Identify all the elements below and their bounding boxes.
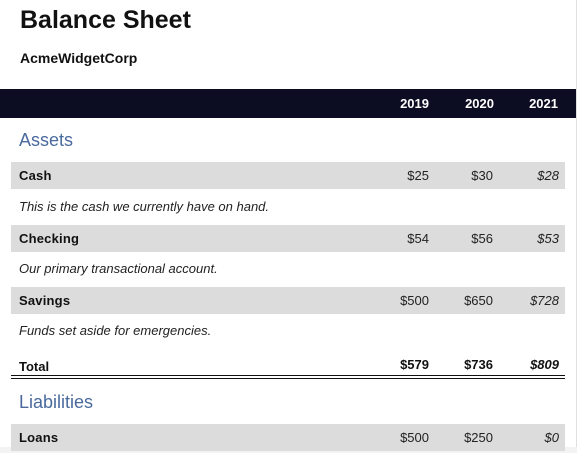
document-title: Balance Sheet [20, 6, 191, 34]
value-2021: $28 [537, 168, 559, 183]
year-header-2021: 2021 [529, 96, 558, 111]
value-2019: $500 [400, 293, 429, 308]
row-label: Loans [19, 430, 59, 445]
table-row-cash: Cash $25 $30 $28 [11, 162, 565, 189]
value-2020: $30 [471, 168, 493, 183]
total-2020: $736 [464, 357, 493, 372]
total-underline [11, 375, 565, 376]
value-2021: $728 [530, 293, 559, 308]
section-title-liabilities: Liabilities [19, 392, 94, 412]
total-row-assets: Total $579 $736 $809 [11, 352, 565, 379]
total-label: Total [19, 359, 50, 374]
row-note-cash: This is the cash we currently have on ha… [19, 199, 270, 214]
total-double-underline [11, 378, 565, 379]
row-note-checking: Our primary transactional account. [19, 261, 218, 276]
value-2019: $25 [407, 168, 429, 183]
table-row-loans: Loans $500 $250 $0 [11, 424, 565, 451]
row-label: Cash [19, 168, 52, 183]
row-label: Savings [19, 293, 71, 308]
company-name: AcmeWidgetCorp [20, 50, 138, 66]
table-row-savings: Savings $500 $650 $728 [11, 287, 565, 314]
value-2020: $250 [464, 430, 493, 445]
row-label: Checking [19, 231, 80, 246]
year-header-bar: 2019 2020 2021 [0, 89, 576, 118]
table-row-checking: Checking $54 $56 $53 [11, 225, 565, 252]
year-header-2020: 2020 [465, 96, 494, 111]
total-2021: $809 [530, 357, 559, 372]
value-2019: $500 [400, 430, 429, 445]
value-2021: $53 [537, 231, 559, 246]
year-header-2019: 2019 [400, 96, 429, 111]
section-title-assets: Assets [19, 130, 74, 150]
value-2020: $650 [464, 293, 493, 308]
total-2019: $579 [400, 357, 429, 372]
value-2021: $0 [544, 430, 559, 445]
value-2019: $54 [407, 231, 429, 246]
value-2020: $56 [471, 231, 493, 246]
row-note-savings: Funds set aside for emergencies. [19, 323, 212, 338]
